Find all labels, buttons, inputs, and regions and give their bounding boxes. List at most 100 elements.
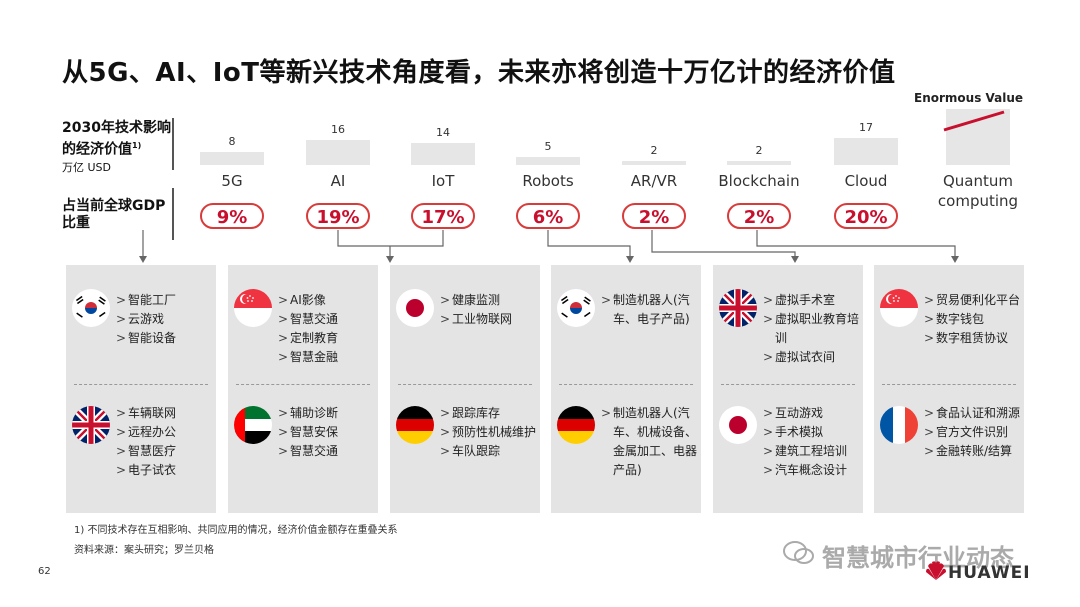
use-case-list: 虚拟手术室虚拟职业教育培训虚拟试衣间 [763, 291, 861, 367]
uae-flag-icon [234, 406, 272, 444]
economic-value-label: 2030年技术影响的经济价值 [62, 120, 171, 158]
use-case-item: 智慧安保 [278, 423, 376, 442]
footnote: 1) 不同技术存在互相影响、共同应用的情况，经济价值金额存在重叠关系 [74, 525, 398, 536]
panel-divider [721, 384, 855, 385]
gdp-share-ai: 19% [306, 203, 370, 229]
use-case-item: 电子试衣 [116, 461, 214, 480]
use-case-list: 制造机器人(汽车、机械设备、金属加工、电器产品) [601, 404, 699, 480]
gdp-share-robots: 6% [516, 203, 580, 229]
use-case-item: 汽车概念设计 [763, 461, 861, 480]
bar-value-ar-vr: 2 [650, 144, 658, 157]
page-title: 从5G、AI、IoT等新兴技术角度看，未来亦将创造十万亿计的经济价值 [62, 58, 896, 88]
use-case-item: 官方文件识别 [924, 423, 1022, 442]
arrowhead-blockchain [951, 256, 959, 263]
use-case-item: 互动游戏 [763, 404, 861, 423]
enormous-value-slash [943, 110, 1005, 132]
category-label-cloud: Cloud [844, 172, 888, 190]
connector-ai-iot [337, 230, 444, 258]
use-case-item: 智慧交通 [278, 442, 376, 461]
unit-label: 万亿 USD [62, 160, 112, 174]
use-case-item: 建筑工程培训 [763, 442, 861, 461]
use-case-item: 车队跟踪 [440, 442, 538, 461]
use-case-item: 虚拟手术室 [763, 291, 861, 310]
use-case-list: 制造机器人(汽车、电子产品) [601, 291, 699, 329]
bar-value-cloud: 17 [859, 121, 873, 134]
arrowhead-ai-iot [386, 256, 394, 263]
japan-flag-icon [719, 406, 757, 444]
use-case-item: 金融转账/结算 [924, 442, 1022, 461]
bar-value-robots: 5 [544, 140, 552, 154]
connector-blockchain [756, 230, 956, 258]
use-case-item: 工业物联网 [440, 310, 538, 329]
use-case-list: 跟踪库存预防性机械维护车队跟踪 [440, 404, 538, 461]
arrowhead-arvr [791, 256, 799, 263]
use-case-item: 远程办公 [116, 423, 214, 442]
arrowhead-robots [626, 256, 634, 263]
connector-robots [547, 230, 631, 258]
use-case-list: 互动游戏手术模拟建筑工程培训汽车概念设计 [763, 404, 861, 480]
use-case-panel: 制造机器人(汽车、电子产品) 制造机器人(汽车、机械设备、金属加工、电器产品) [551, 265, 701, 513]
france-flag-icon [880, 406, 918, 444]
connector-arvr [651, 230, 796, 258]
economic-value-row-label: 2030年技术影响的经济价值1) 万亿 USD [62, 120, 174, 176]
enormous-value-label: Enormous Value [914, 91, 1024, 105]
use-case-list: 智能工厂云游戏智能设备 [116, 291, 214, 348]
bar-blockchain [727, 161, 791, 165]
use-case-item: 智慧金融 [278, 348, 376, 367]
gdp-share-iot: 17% [411, 203, 475, 229]
south-korea-flag-icon [72, 289, 110, 327]
use-case-item: 制造机器人(汽车、机械设备、金属加工、电器产品) [601, 404, 699, 480]
use-case-item: 虚拟试衣间 [763, 348, 861, 367]
germany-flag-icon [557, 406, 595, 444]
bar-iot [411, 142, 475, 165]
wechat-icon [783, 541, 814, 564]
germany-flag-icon [396, 406, 434, 444]
panel-divider [236, 384, 370, 385]
bar-ai [306, 139, 370, 165]
japan-flag-icon [396, 289, 434, 327]
bar-5g [200, 152, 264, 165]
use-case-item: 定制教育 [278, 329, 376, 348]
use-case-item: 手术模拟 [763, 423, 861, 442]
use-case-list: 贸易便利化平台数字钱包数字租赁协议 [924, 291, 1022, 348]
use-case-item: 云游戏 [116, 310, 214, 329]
gdp-share-ar-vr: 2% [622, 203, 686, 229]
use-case-list: 辅助诊断智慧安保智慧交通 [278, 404, 376, 461]
south-korea-flag-icon [557, 289, 595, 327]
use-case-item: 虚拟职业教育培训 [763, 310, 861, 348]
use-case-item: 数字租赁协议 [924, 329, 1022, 348]
uk-flag-icon [719, 289, 757, 327]
category-label-5g: 5G [221, 172, 243, 190]
use-case-item: 智能工厂 [116, 291, 214, 310]
use-case-item: 辅助诊断 [278, 404, 376, 423]
use-case-panel: 智能工厂云游戏智能设备车辆联网远程办公智慧医疗电子试衣 [66, 265, 216, 513]
category-label-ai: AI [330, 172, 346, 190]
use-case-item: 贸易便利化平台 [924, 291, 1022, 310]
footnote-marker: 1) [132, 141, 142, 150]
singapore-flag-icon [234, 289, 272, 327]
uk-flag-icon [72, 406, 110, 444]
use-case-item: 车辆联网 [116, 404, 214, 423]
bar-value-ai: 16 [331, 122, 345, 136]
row2-bracket [172, 188, 174, 240]
use-case-item: 跟踪库存 [440, 404, 538, 423]
use-case-item: 食品认证和溯源 [924, 404, 1022, 423]
use-case-item: 数字钱包 [924, 310, 1022, 329]
category-label-ar-vr: AR/VR [630, 172, 678, 190]
use-case-item: 智慧交通 [278, 310, 376, 329]
use-case-panel: 健康监测工业物联网跟踪库存预防性机械维护车队跟踪 [390, 265, 540, 513]
use-case-list: 健康监测工业物联网 [440, 291, 538, 329]
use-case-list: 食品认证和溯源官方文件识别金融转账/结算 [924, 404, 1022, 461]
source-note: 资料来源：案头研究；罗兰贝格 [74, 545, 214, 556]
panel-divider [398, 384, 532, 385]
use-case-item: 智能设备 [116, 329, 214, 348]
bar-value-iot: 14 [436, 125, 450, 139]
category-label-robots: Robots [522, 172, 574, 190]
row1-bracket [172, 118, 174, 170]
gdp-share-label: 占当前全球GDP比重 [62, 198, 166, 231]
panel-divider [74, 384, 208, 385]
huawei-logo-icon [926, 561, 946, 580]
category-label-iot: IoT [431, 172, 455, 190]
use-case-item: 健康监测 [440, 291, 538, 310]
